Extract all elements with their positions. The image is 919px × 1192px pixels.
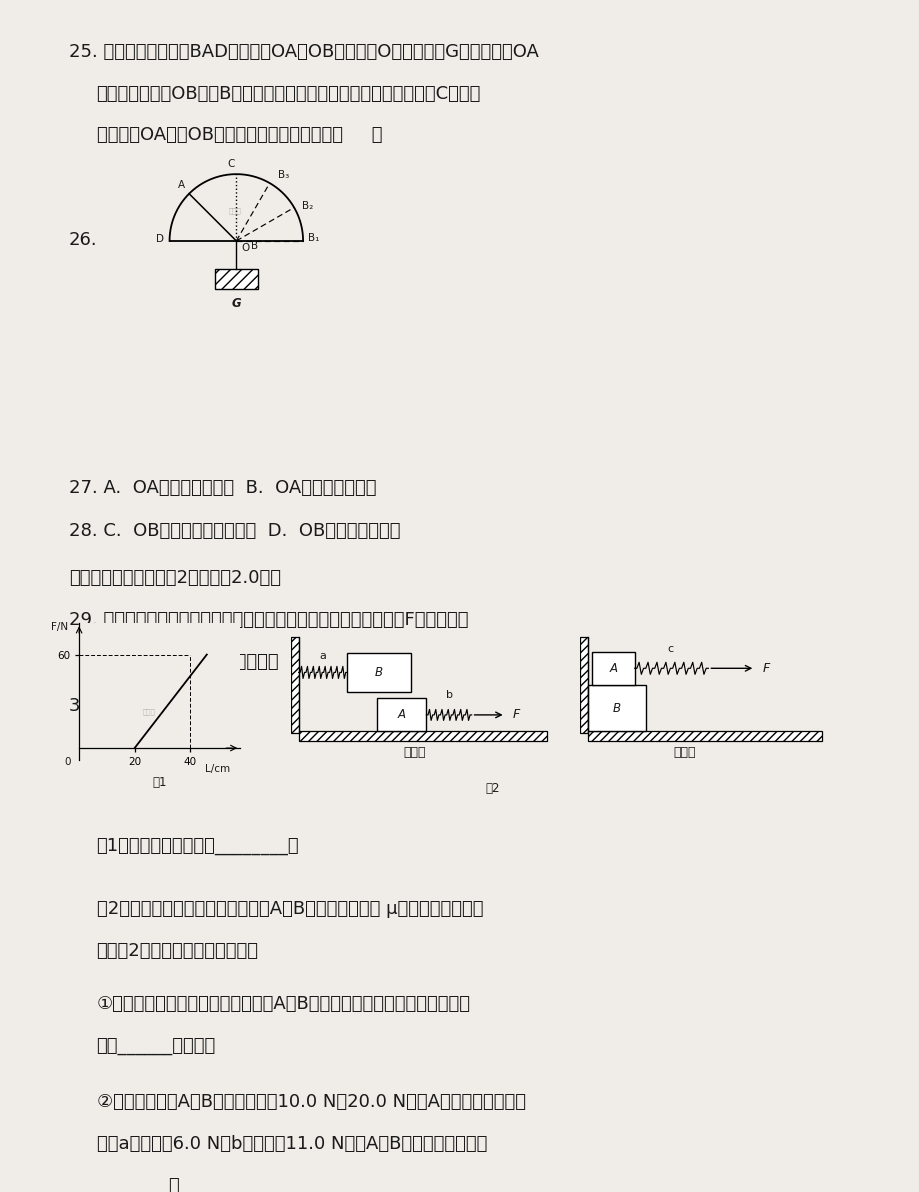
Text: B: B (612, 702, 620, 714)
Text: B₁: B₁ (308, 234, 320, 243)
Text: 28. C.  OB绳拉力先变小后变大  D.  OB绳拉力逐渐变小: 28. C. OB绳拉力先变小后变大 D. OB绳拉力逐渐变小 (69, 522, 400, 540)
Text: F: F (762, 662, 768, 675)
Text: ①为了用某一弹簧测力计的示数表示A和B之间的滑动摩擦力的大小，你认为: ①为了用某一弹簧测力计的示数表示A和B之间的滑动摩擦力的大小，你认为 (96, 995, 471, 1013)
Bar (346, 653, 410, 691)
Bar (587, 684, 646, 732)
Text: （1）弹簧的劲度系数为________。: （1）弹簧的劲度系数为________。 (96, 837, 299, 855)
Text: 正确云: 正确云 (228, 207, 241, 215)
Text: A: A (177, 180, 185, 190)
Text: 了如图2所示的甲、乙两种方案。: 了如图2所示的甲、乙两种方案。 (96, 942, 258, 960)
Text: B₂: B₂ (301, 201, 313, 211)
Text: 25. 如图，半圆形支架BAD，两细绳OA和OB结于圆心O，下悬重为G的物体，使OA: 25. 如图，半圆形支架BAD，两细绳OA和OB结于圆心O，下悬重为G的物体，使… (69, 43, 539, 61)
Bar (290, 637, 299, 733)
Text: A: A (609, 662, 617, 675)
Text: A: A (397, 708, 405, 721)
Text: c: c (667, 644, 674, 654)
Bar (579, 637, 587, 733)
Text: 绳固定不动，将OB绳的B端沿半圆支架从水平位置逐渐移至竖直位置C的过程: 绳固定不动，将OB绳的B端沿半圆支架从水平位置逐渐移至竖直位置C的过程 (96, 85, 481, 103)
Text: 27. A.  OA绳拉力逐渐变大  B.  OA绳拉力逐渐变小: 27. A. OA绳拉力逐渐变大 B. OA绳拉力逐渐变小 (69, 479, 376, 497)
Text: C: C (227, 160, 234, 169)
Text: L的关系如图1所示，则由图线可知：: L的关系如图1所示，则由图线可知： (96, 653, 279, 671)
Text: ②甲方案中，若A和B的重力分别为10.0 N和20.0 N。当A被拉动时，弹簧测: ②甲方案中，若A和B的重力分别为10.0 N和20.0 N。当A被拉动时，弹簧测 (96, 1093, 525, 1111)
Bar (299, 732, 547, 741)
Text: B₃: B₃ (278, 169, 289, 180)
Text: 方案______更合理。: 方案______更合理。 (96, 1037, 216, 1055)
Text: 中，分析OA绳和OB绳所受的力大小如何变化（     ）: 中，分析OA绳和OB绳所受的力大小如何变化（ ） (96, 126, 381, 144)
Text: L/cm: L/cm (205, 764, 231, 774)
Text: 正确云: 正确云 (142, 709, 155, 715)
Text: B: B (251, 241, 258, 252)
Bar (215, 269, 257, 288)
Text: 图2: 图2 (484, 782, 499, 795)
Text: 力计a的示数为6.0 N，b的示数为11.0 N，则A、B间的动摸擦因数为: 力计a的示数为6.0 N，b的示数为11.0 N，则A、B间的动摸擦因数为 (96, 1135, 486, 1153)
Text: 0: 0 (64, 757, 71, 768)
Text: F/N: F/N (51, 621, 68, 632)
Text: F: F (512, 708, 519, 721)
Text: 三、实验题（本大题共2小题，共2.0分）: 三、实验题（本大题共2小题，共2.0分） (69, 569, 280, 586)
Text: （2）为了用弹簧测力计测定两木块A、B间的动摩擦因数 μ，两同学分别设计: （2）为了用弹簧测力计测定两木块A、B间的动摩擦因数 μ，两同学分别设计 (96, 900, 482, 918)
Text: b: b (445, 690, 452, 701)
Bar (376, 699, 426, 732)
Text: G: G (232, 297, 241, 310)
Text: O: O (241, 243, 249, 253)
Text: 乙方案: 乙方案 (673, 746, 696, 759)
Text: D: D (156, 234, 164, 244)
Text: 26.: 26. (69, 231, 97, 249)
Text: 29. 某物理兴趣小组的同学在研究弹簧弹力的时候，测得弹力的大小F和弹簧长度: 29. 某物理兴趣小组的同学在研究弹簧弹力的时候，测得弹力的大小F和弹簧长度 (69, 611, 468, 629)
Bar (587, 732, 821, 741)
Text: 30.: 30. (69, 697, 97, 715)
Text: 甲方案: 甲方案 (403, 746, 425, 759)
Text: ________。: ________。 (96, 1177, 180, 1192)
Text: 图1: 图1 (153, 776, 166, 789)
Text: a: a (319, 651, 325, 660)
Text: B: B (375, 666, 382, 679)
Bar (592, 652, 634, 684)
